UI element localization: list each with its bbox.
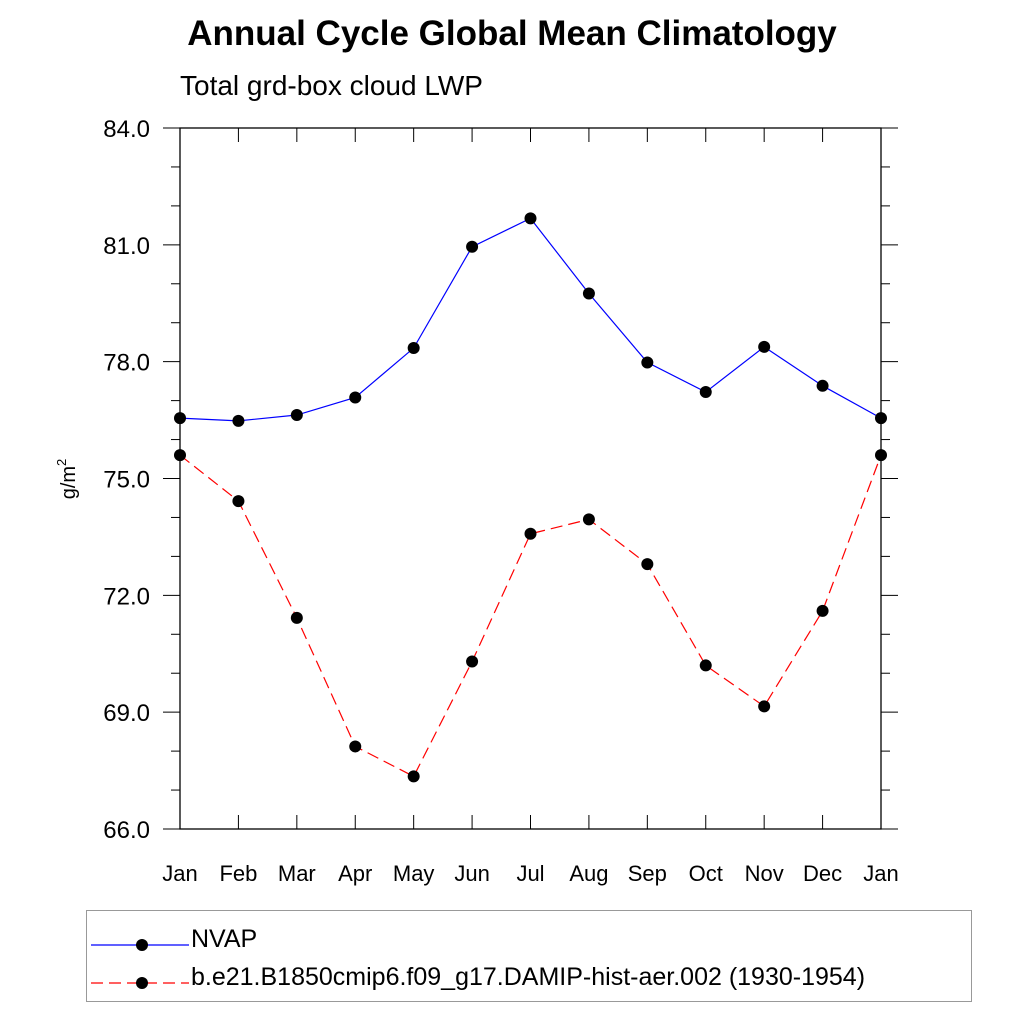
legend-marker-1 [136,977,148,989]
data-point-series-0 [875,412,887,425]
data-point-series-1 [524,527,537,540]
chart-subtitle: Total grd-box cloud LWP [180,70,483,101]
data-point-series-0 [349,391,362,404]
x-tick-label: Sep [628,861,667,886]
x-tick-label: Oct [689,861,723,886]
legend-swatch-model [91,977,189,989]
data-point-series-0 [699,386,712,399]
data-point-series-1 [232,495,245,508]
data-point-series-1 [641,558,654,571]
data-point-series-0 [816,379,829,392]
data-point-series-0 [232,414,245,427]
y-tick-label: 81.0 [103,233,150,260]
legend-item-nvap: NVAP [87,921,971,961]
data-point-series-1 [699,659,712,672]
x-tick-label: Apr [338,861,372,886]
x-tick-label: May [393,861,435,886]
legend-label-model: b.e21.B1850cmip6.f09_g17.DAMIP-hist-aer.… [191,963,866,991]
data-point-series-0 [758,340,771,353]
legend-label-nvap: NVAP [191,925,258,953]
data-point-series-1 [758,700,771,713]
data-point-series-1 [466,655,479,668]
data-point-series-1 [582,513,595,526]
y-tick-label: 72.0 [103,583,150,610]
x-tick-label: Dec [803,861,842,886]
data-point-series-1 [407,770,420,783]
y-tick-label: 75.0 [103,467,150,494]
x-tick-label: Jan [863,861,898,886]
legend: NVAP b.e21.B1850cmip6.f09_g17.DAMIP-hist… [86,910,972,1002]
y-tick-label: 66.0 [103,817,150,844]
data-point-series-0 [174,412,186,425]
y-tick-label: 69.0 [103,700,150,727]
x-tick-label: Jul [516,861,544,886]
x-tick-label: Feb [219,861,257,886]
chart-title: Annual Cycle Global Mean Climatology [187,14,837,53]
series-line-1 [179,454,882,778]
series-line-0 [179,217,882,422]
data-point-series-1 [349,740,362,753]
x-tick-label: Aug [569,861,608,886]
legend-marker-0 [136,939,148,951]
data-point-series-0 [641,356,654,369]
x-tick-label: Mar [278,861,316,886]
y-axis-label: g/m2 [54,459,80,500]
y-tick-label: 78.0 [103,350,150,377]
data-point-series-0 [466,240,479,253]
y-tick-label: 84.0 [103,116,150,143]
data-point-series-1 [290,611,303,624]
x-tick-label: Jan [162,861,197,886]
data-point-series-0 [582,287,595,300]
legend-item-model: b.e21.B1850cmip6.f09_g17.DAMIP-hist-aer.… [87,959,971,999]
x-tick-label: Nov [745,861,784,886]
data-point-series-0 [524,212,537,225]
data-point-series-1 [816,604,829,617]
line-chart: Jan Feb Mar Apr May Jun Jul Aug Sep Oct Nov Dec Jan 8… [54,116,899,886]
plot-frame [179,127,882,830]
data-point-series-1 [875,449,887,462]
x-tick-label: Jun [454,861,489,886]
data-point-series-1 [174,449,186,462]
data-point-series-0 [290,409,303,422]
legend-swatch-nvap [91,939,189,951]
data-point-series-0 [407,342,420,355]
